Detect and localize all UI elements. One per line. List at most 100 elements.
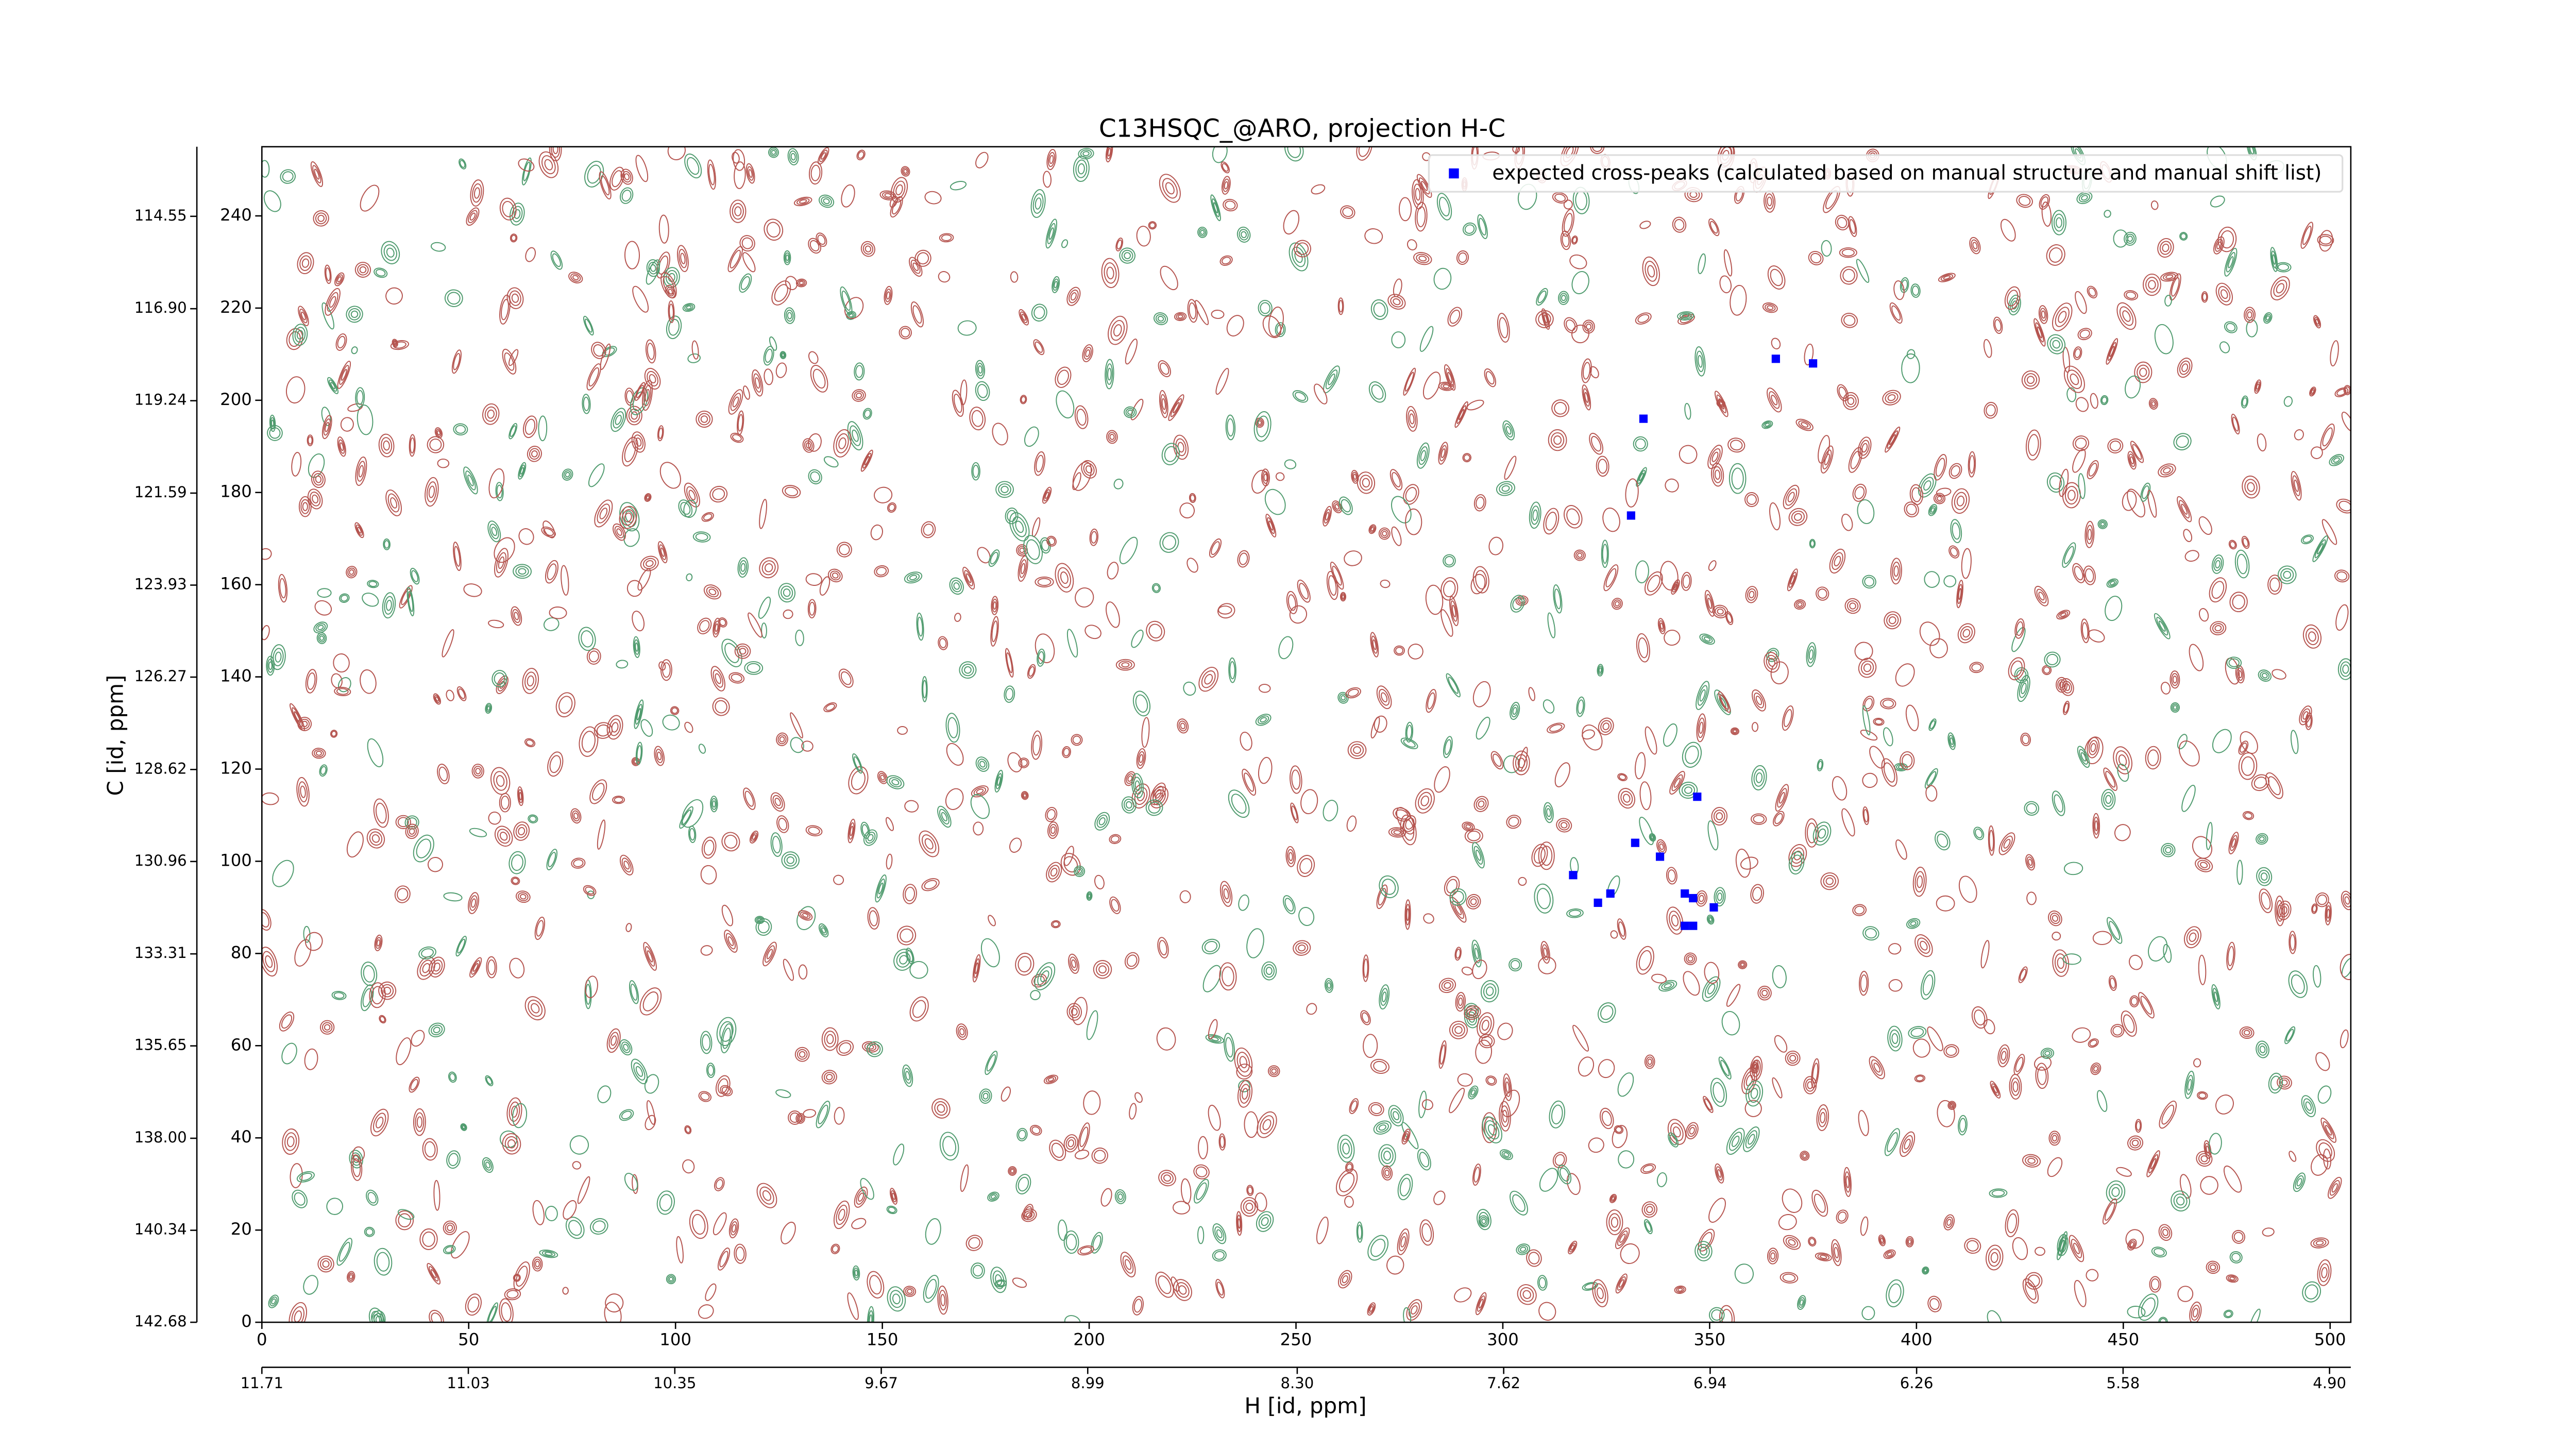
contour: [670, 706, 680, 715]
contour: [1106, 363, 1113, 385]
contour: [1906, 349, 1916, 359]
contour: [2333, 457, 2340, 463]
contour: [1657, 841, 1666, 852]
contour: [854, 391, 864, 400]
contour: [2200, 862, 2208, 868]
contour: [1753, 815, 1765, 823]
contour: [422, 1231, 435, 1247]
contour: [1708, 1198, 1726, 1223]
contour: [525, 247, 536, 262]
contour: [339, 364, 349, 385]
contour: [1335, 1168, 1358, 1197]
contour: [1427, 692, 1435, 710]
contour: [1520, 1287, 1534, 1302]
contour: [1971, 1006, 1988, 1029]
contour: [2293, 1172, 2306, 1192]
contour: [656, 1190, 675, 1215]
contour: [312, 748, 326, 759]
contour: [337, 361, 351, 389]
contour: [1704, 962, 1720, 984]
contour: [2312, 535, 2328, 562]
contour: [1770, 1252, 1776, 1260]
contour: [1450, 600, 1458, 622]
contour: [1500, 1105, 1510, 1127]
contour: [395, 815, 411, 830]
contour: [1956, 495, 1965, 507]
contour: [338, 439, 345, 454]
contour: [303, 1275, 318, 1295]
contour: [1937, 1100, 1955, 1127]
contour: [473, 187, 480, 199]
contour: [263, 190, 281, 212]
contour: [684, 721, 693, 733]
contour: [1060, 853, 1081, 876]
contour: [2176, 1196, 2185, 1206]
contour: [1912, 1038, 1930, 1058]
contour: [437, 764, 450, 784]
contour: [1674, 219, 1685, 231]
contour: [385, 490, 402, 516]
contour: [2052, 302, 2073, 331]
contour: [755, 377, 760, 389]
contour: [2229, 1276, 2235, 1281]
contour: [515, 890, 531, 903]
contour: [347, 1271, 355, 1283]
contour: [535, 1260, 540, 1268]
contour: [2151, 1246, 2167, 1258]
contour: [739, 648, 747, 655]
contour: [463, 583, 482, 597]
contour: [1148, 801, 1161, 814]
contour: [1470, 574, 1486, 595]
contour: [1267, 517, 1275, 534]
contour: [805, 442, 811, 449]
contour: [703, 839, 715, 856]
contour: [658, 214, 669, 244]
contour: [1740, 856, 1758, 870]
contour: [2172, 676, 2177, 684]
contour: [1475, 1292, 1487, 1316]
contour: [1704, 980, 1718, 998]
contour: [785, 309, 794, 322]
contour: [1106, 146, 1112, 160]
contour: [1807, 646, 1815, 664]
contour: [2319, 1263, 2330, 1283]
contour: [623, 861, 630, 870]
contour: [2052, 1135, 2058, 1142]
contour: [397, 817, 409, 828]
contour: [381, 984, 394, 998]
contour: [383, 986, 392, 995]
contour: [611, 1035, 617, 1046]
contour: [891, 1192, 896, 1200]
contour: [1352, 471, 1358, 482]
contour: [1946, 1219, 1952, 1226]
contour: [712, 488, 725, 500]
cross-peak: [1709, 903, 1718, 912]
contour: [2301, 534, 2314, 545]
contour: [1713, 466, 1722, 483]
contour: [1368, 1102, 1384, 1116]
contour: [2306, 628, 2319, 645]
contour: [354, 522, 364, 538]
contour: [1271, 1068, 1277, 1074]
contour: [1592, 1279, 1608, 1307]
contour: [509, 423, 518, 440]
contour: [825, 703, 835, 711]
contour: [398, 1213, 412, 1227]
contour: [431, 959, 443, 975]
contour: [1405, 903, 1411, 925]
contour: [839, 1042, 852, 1054]
contour: [2062, 953, 2081, 965]
contour: [2007, 1213, 2018, 1234]
contour: [2026, 856, 2034, 868]
contour: [1390, 1108, 1402, 1123]
contour: [2139, 367, 2147, 377]
contour: [2200, 1176, 2218, 1195]
contour: [1940, 274, 1954, 281]
contour: [1610, 1195, 1616, 1202]
contour: [2215, 1094, 2234, 1115]
contour: [1543, 508, 1560, 535]
contour: [331, 990, 347, 1000]
contour: [686, 573, 693, 581]
contour: [840, 286, 853, 315]
contour: [2024, 801, 2040, 816]
